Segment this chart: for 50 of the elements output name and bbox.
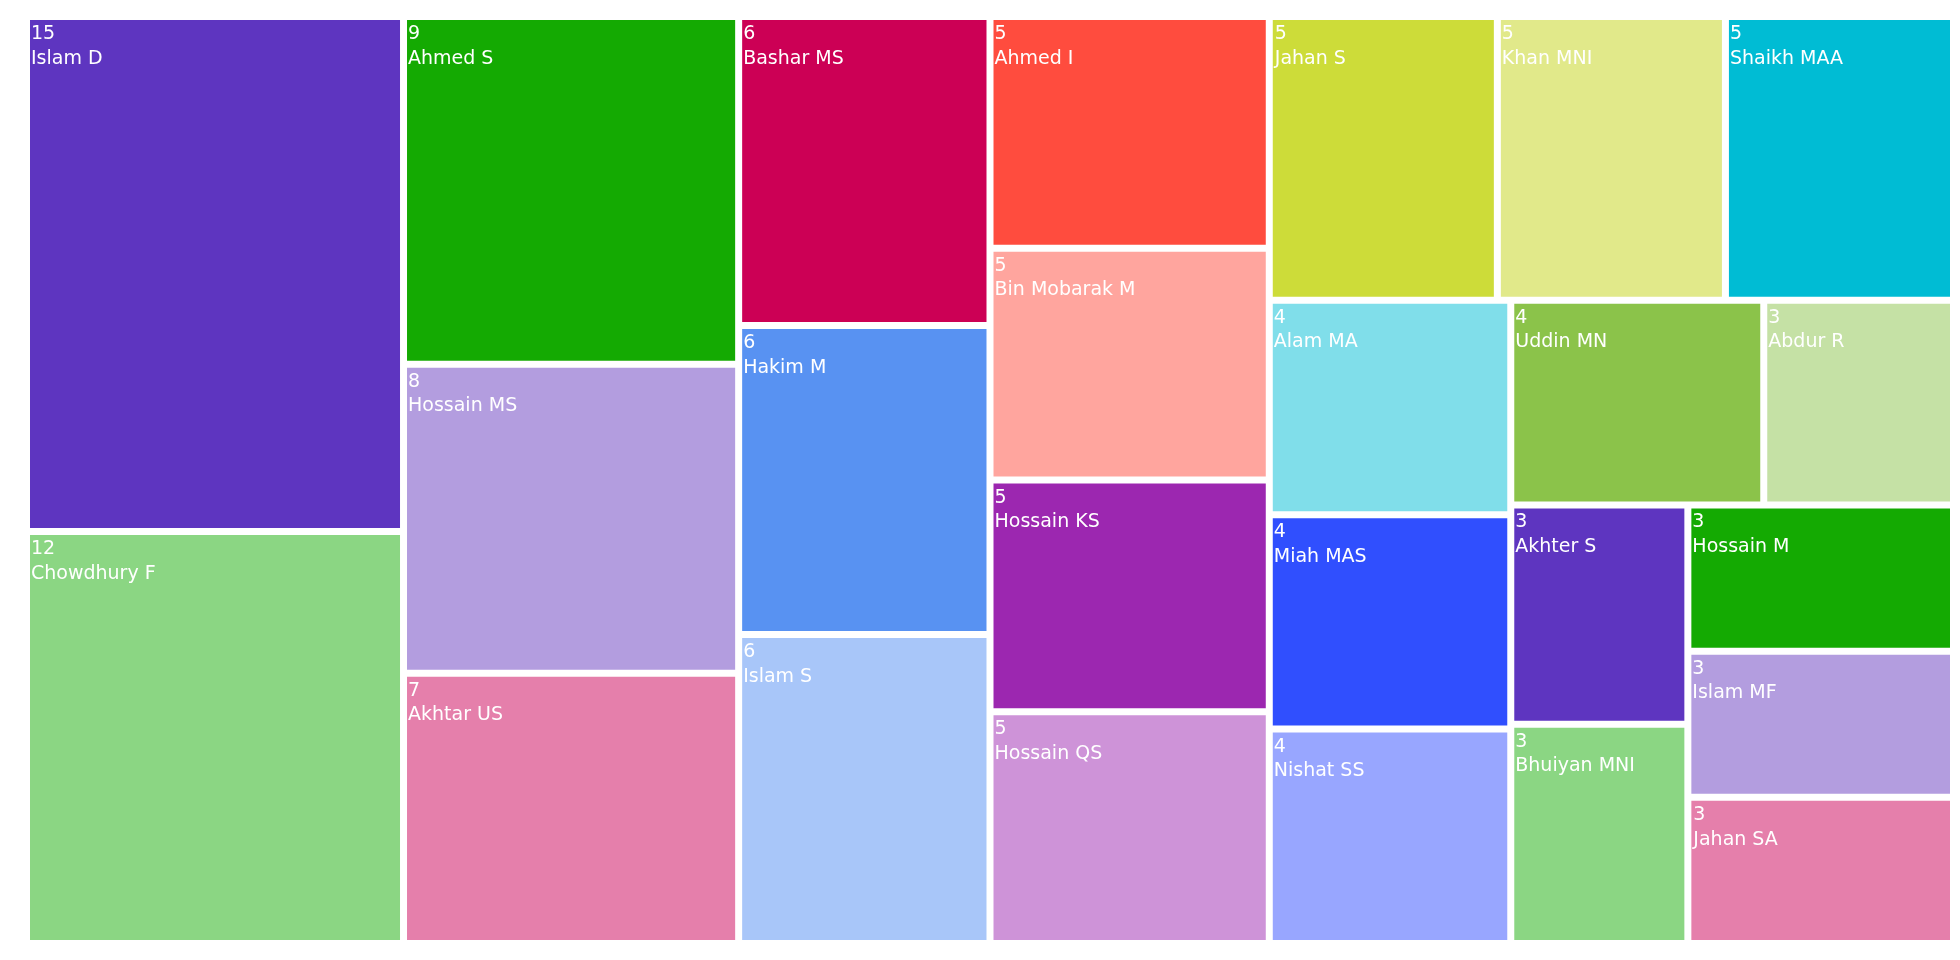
category-label: Chowdhury F [31,560,156,583]
data-label: 3 [1768,304,1781,327]
category-label: Islam D [31,45,103,68]
data-label: 5 [1729,21,1743,43]
category-label: Akhter S [1515,534,1597,557]
category-label: Hossain QS [994,740,1103,763]
data-label: 3 [1692,655,1705,678]
data-label: 4 [1273,519,1286,542]
category-label: Hakim M [743,354,827,377]
category-label: Jahan S [1273,45,1346,68]
category-label: Hossain MS [408,393,518,416]
category-label: Ahmed I [994,45,1074,68]
data-label: 5 [1501,21,1514,43]
category-label: Islam S [743,663,813,686]
category-label: Akhtar US [408,702,503,725]
category-label: Hossain KS [994,509,1100,532]
category-label: Bhuiyan MNI [1515,753,1635,776]
data-label: 9 [408,21,421,43]
category-label: Khan MNI [1501,45,1593,68]
category-label: Bin Mobarak M [994,277,1136,300]
category-label: Hossain M [1692,534,1790,557]
data-label: 3 [1515,728,1528,751]
category-label: Nishat SS [1273,758,1365,781]
data-label: 6 [743,639,756,661]
category-label: Miah MAS [1273,543,1367,566]
data-label: 15 [31,21,56,43]
data-label: 5 [994,21,1007,43]
category-label: Alam MA [1273,329,1358,352]
data-label: 6 [743,330,756,352]
category-label: Uddin MN [1515,329,1608,352]
data-label: 3 [1692,509,1705,532]
category-label: Ahmed S [408,45,494,68]
category-label: Abdur R [1768,329,1845,352]
data-label: 5 [994,716,1007,739]
category-label: Shaikh MAA [1729,45,1843,68]
category-label: Jahan SA [1692,826,1778,849]
data-label: 7 [408,677,421,700]
data-label: 3 [1515,509,1528,532]
data-label: 4 [1273,304,1286,327]
data-label: 5 [994,484,1007,507]
data-label: 4 [1515,304,1528,327]
category-label: Islam MF [1692,680,1777,703]
data-label: 12 [31,536,56,558]
data-label: 6 [743,21,756,43]
data-label: 4 [1273,733,1286,756]
data-label: 5 [994,252,1007,275]
data-label: 3 [1693,801,1706,824]
category-label: Bashar MS [743,45,844,68]
data-label: 8 [408,368,421,391]
data-label: 5 [1274,21,1287,43]
